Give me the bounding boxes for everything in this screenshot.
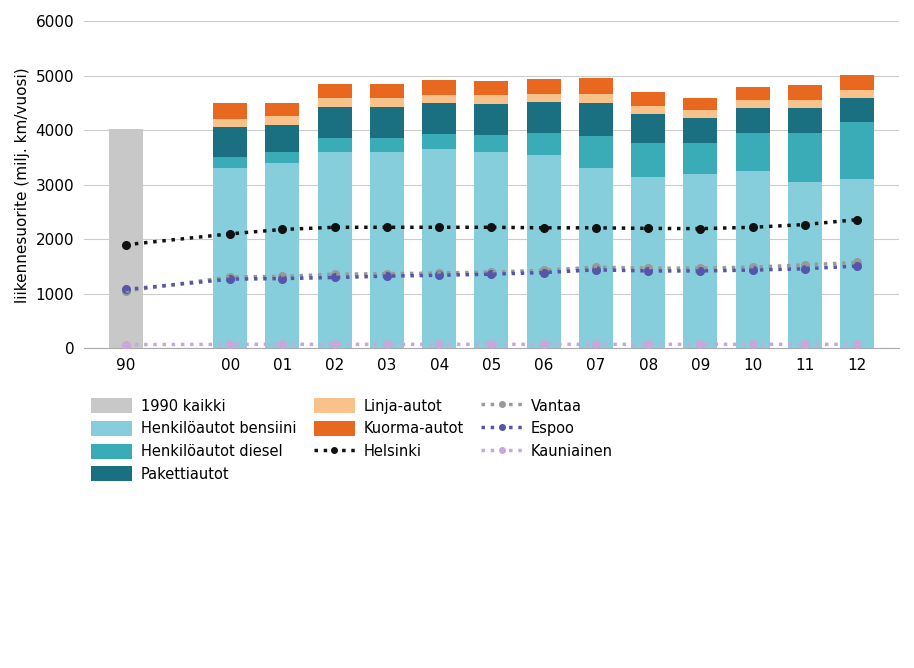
Bar — [526, 94, 560, 102]
Bar — [840, 122, 874, 179]
Legend: 1990 kaikki, Henkilöautot bensiini, Henkilöautot diesel, Pakettiautot, Linja-aut: 1990 kaikki, Henkilöautot bensiini, Henk… — [91, 398, 612, 482]
Bar — [632, 143, 665, 176]
Bar — [265, 152, 300, 163]
Bar — [632, 114, 665, 143]
Bar — [422, 134, 456, 149]
Bar — [474, 81, 508, 96]
Bar — [318, 107, 352, 138]
Bar — [318, 152, 352, 349]
Bar — [788, 182, 822, 349]
Bar — [213, 119, 247, 128]
Bar — [684, 98, 717, 110]
Bar — [840, 90, 874, 98]
Bar — [422, 79, 456, 95]
Bar — [579, 77, 613, 94]
Bar — [684, 118, 717, 143]
Bar — [736, 133, 770, 171]
Bar — [788, 86, 822, 100]
Bar — [788, 133, 822, 182]
Bar — [474, 104, 508, 134]
Bar — [579, 103, 613, 136]
Bar — [526, 102, 560, 133]
Bar — [736, 108, 770, 133]
Bar — [526, 133, 560, 155]
Bar — [632, 92, 665, 106]
Bar — [579, 136, 613, 168]
Bar — [422, 104, 456, 134]
Bar — [736, 88, 770, 100]
Bar — [265, 103, 300, 116]
Bar — [213, 158, 247, 168]
Bar — [422, 149, 456, 349]
Bar — [318, 98, 352, 107]
Bar — [422, 95, 456, 104]
Bar — [213, 168, 247, 349]
Bar — [213, 128, 247, 158]
Bar — [265, 163, 300, 349]
Bar — [370, 107, 404, 138]
Bar — [579, 168, 613, 349]
Bar — [840, 98, 874, 122]
Bar — [265, 116, 300, 125]
Bar — [632, 176, 665, 349]
Bar — [370, 98, 404, 107]
Bar — [684, 143, 717, 174]
Bar — [788, 100, 822, 108]
Bar — [736, 171, 770, 349]
Bar — [474, 134, 508, 152]
Bar — [370, 152, 404, 349]
Bar — [579, 94, 613, 103]
Bar — [265, 125, 300, 152]
Bar — [526, 79, 560, 94]
Bar — [474, 96, 508, 104]
Bar — [318, 84, 352, 98]
Bar — [788, 108, 822, 133]
Bar — [840, 179, 874, 349]
Bar — [684, 110, 717, 118]
Bar — [213, 103, 247, 119]
Bar — [526, 155, 560, 349]
Bar — [684, 174, 717, 349]
Bar — [318, 138, 352, 152]
Bar — [840, 75, 874, 90]
Bar — [370, 84, 404, 98]
Bar — [109, 128, 143, 349]
Y-axis label: liikennesuorite (milj. km/vuosi): liikennesuorite (milj. km/vuosi) — [15, 67, 30, 303]
Bar — [632, 106, 665, 114]
Bar — [370, 138, 404, 152]
Bar — [474, 152, 508, 349]
Bar — [736, 100, 770, 108]
